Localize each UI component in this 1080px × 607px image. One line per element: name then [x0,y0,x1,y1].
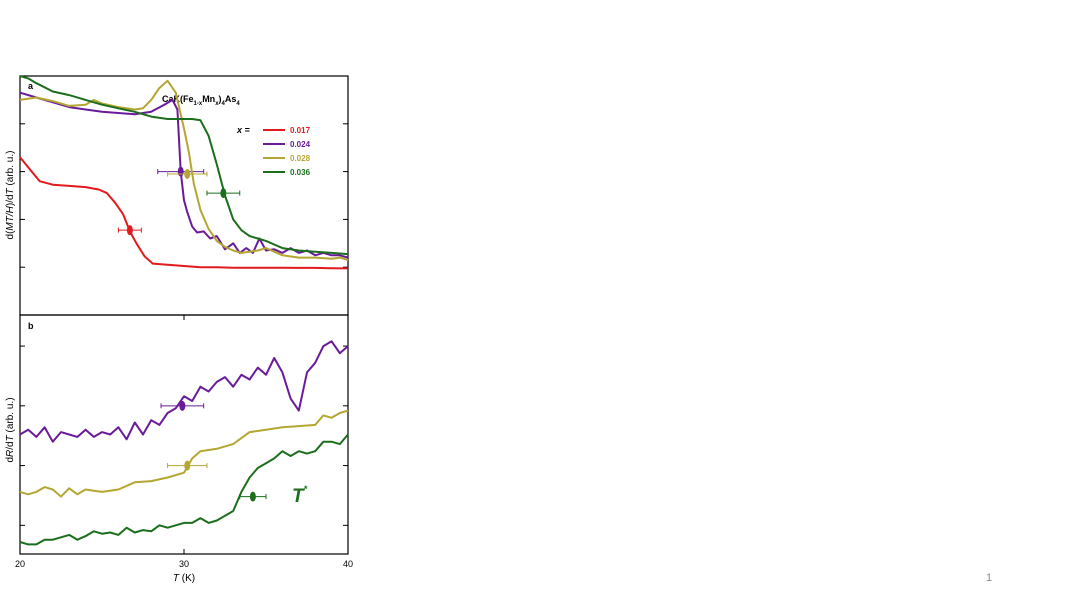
transition-marker-0-028 [167,460,208,471]
transition-marker-0-028 [167,168,208,179]
panel-b-y-ticks [20,345,348,526]
legend-label-0-036: 0.036 [290,168,311,177]
legend-title: x = [236,125,251,135]
panel-a-legend: x = 0.017 0.024 0.028 0.036 [236,125,311,177]
legend-label-0-017: 0.017 [290,126,311,135]
panel-b-y-label: dR/dT (arb. u.) [5,397,16,462]
panel-a-letter: a [28,81,34,91]
series-line-0-036 [19,75,349,256]
legend-label-0-028: 0.028 [290,154,311,163]
series-line-0-036 [19,433,349,546]
panel-b: 20 30 40 b T* dR/dT (arb. u.) T (K) [5,314,353,584]
x-tick-label-1: 30 [179,559,189,569]
panel-a-y-ticks [20,123,348,268]
series-line-0-028 [19,409,349,498]
transition-marker-0-024 [157,166,205,177]
legend-label-0-024: 0.024 [290,140,311,149]
transition-marker-0-017 [117,225,142,236]
t-star-annotation: T* [292,484,308,507]
panel-b-letter: b [28,321,34,331]
transition-marker-0-036 [239,491,267,502]
transition-marker-0-024 [160,400,205,411]
panel-a-series [19,75,349,270]
slide-number: 1 [986,572,993,584]
transition-marker-0-036 [206,188,241,199]
transition-point [249,491,256,502]
panel-a: a CaK(Fe1-xMnx)4As4 x = 0.0170.0240.0280… [5,75,349,316]
panel-b-series [19,340,349,546]
transition-point [184,460,191,471]
panel-a-y-label: d(MT/H)/dT (arb. u.) [5,151,16,240]
series-line-0-028 [19,79,349,261]
series-line-0-017 [19,156,349,270]
transition-point [184,168,191,179]
series-line-0-024 [19,340,349,443]
panel-b-x-label: T (K) [173,573,195,584]
transition-point [220,188,227,199]
transition-point [179,400,186,411]
panel-b-x-ticks: 20 30 40 [15,315,353,569]
series-line-0-024 [19,91,349,259]
x-tick-label-0: 20 [15,559,25,569]
x-tick-label-2: 40 [343,559,353,569]
legend-entries: 0.017 0.024 0.028 0.036 [263,126,311,177]
transition-point [177,166,184,177]
transition-point [126,225,133,236]
